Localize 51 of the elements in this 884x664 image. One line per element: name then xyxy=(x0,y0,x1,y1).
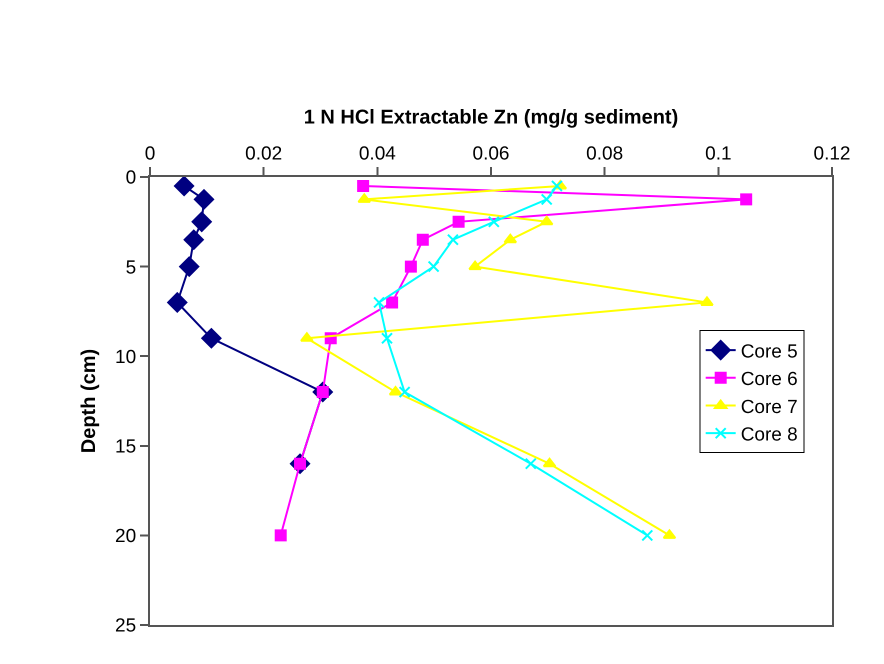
point xyxy=(662,529,676,539)
y-tick-label: 10 xyxy=(115,346,136,368)
point xyxy=(357,180,370,192)
point xyxy=(194,189,214,210)
point xyxy=(700,296,714,306)
point xyxy=(740,193,752,206)
point xyxy=(540,193,553,206)
x-tick-label: 0.12 xyxy=(814,143,850,164)
legend-label: Core 6 xyxy=(740,369,798,390)
point xyxy=(404,260,417,273)
x-tick-label: 0 xyxy=(144,143,156,164)
x-tick-label: 0.06 xyxy=(472,143,510,164)
point xyxy=(201,328,222,348)
point xyxy=(373,296,386,308)
point xyxy=(641,529,654,542)
point xyxy=(398,386,411,398)
point xyxy=(542,458,556,468)
x-axis-title: 1 N HCl Extractable Zn (mg/g sediment) xyxy=(304,106,678,128)
point xyxy=(184,230,204,250)
point xyxy=(452,216,465,228)
point xyxy=(179,256,200,277)
point xyxy=(381,332,393,344)
point xyxy=(274,529,287,542)
point xyxy=(300,332,314,342)
legend-label: Core 8 xyxy=(740,424,798,446)
x-tick-label: 0.1 xyxy=(705,143,732,164)
point xyxy=(192,212,212,232)
point xyxy=(167,292,188,313)
point xyxy=(388,386,402,396)
point xyxy=(524,458,537,470)
x-tick-label: 0.04 xyxy=(358,143,396,164)
x-tick-label: 0.08 xyxy=(586,143,624,164)
point xyxy=(416,234,429,246)
point xyxy=(428,260,440,273)
x-tick-label: 0.02 xyxy=(245,143,282,164)
y-tick-label: 20 xyxy=(115,526,136,548)
y-tick-label: 25 xyxy=(115,616,136,637)
point xyxy=(504,234,518,244)
point xyxy=(488,216,500,228)
point xyxy=(540,216,554,226)
y-tick-label: 0 xyxy=(126,168,136,189)
y-axis-title: Depth (cm) xyxy=(78,348,100,454)
y-tick-label: 15 xyxy=(115,436,136,458)
point xyxy=(446,234,459,246)
legend-label: Core 7 xyxy=(740,396,798,418)
point xyxy=(468,260,482,270)
point xyxy=(174,176,194,196)
point xyxy=(550,180,563,192)
y-tick-label: 5 xyxy=(126,257,136,278)
point xyxy=(386,296,398,308)
legend-label: Core 5 xyxy=(740,341,798,362)
